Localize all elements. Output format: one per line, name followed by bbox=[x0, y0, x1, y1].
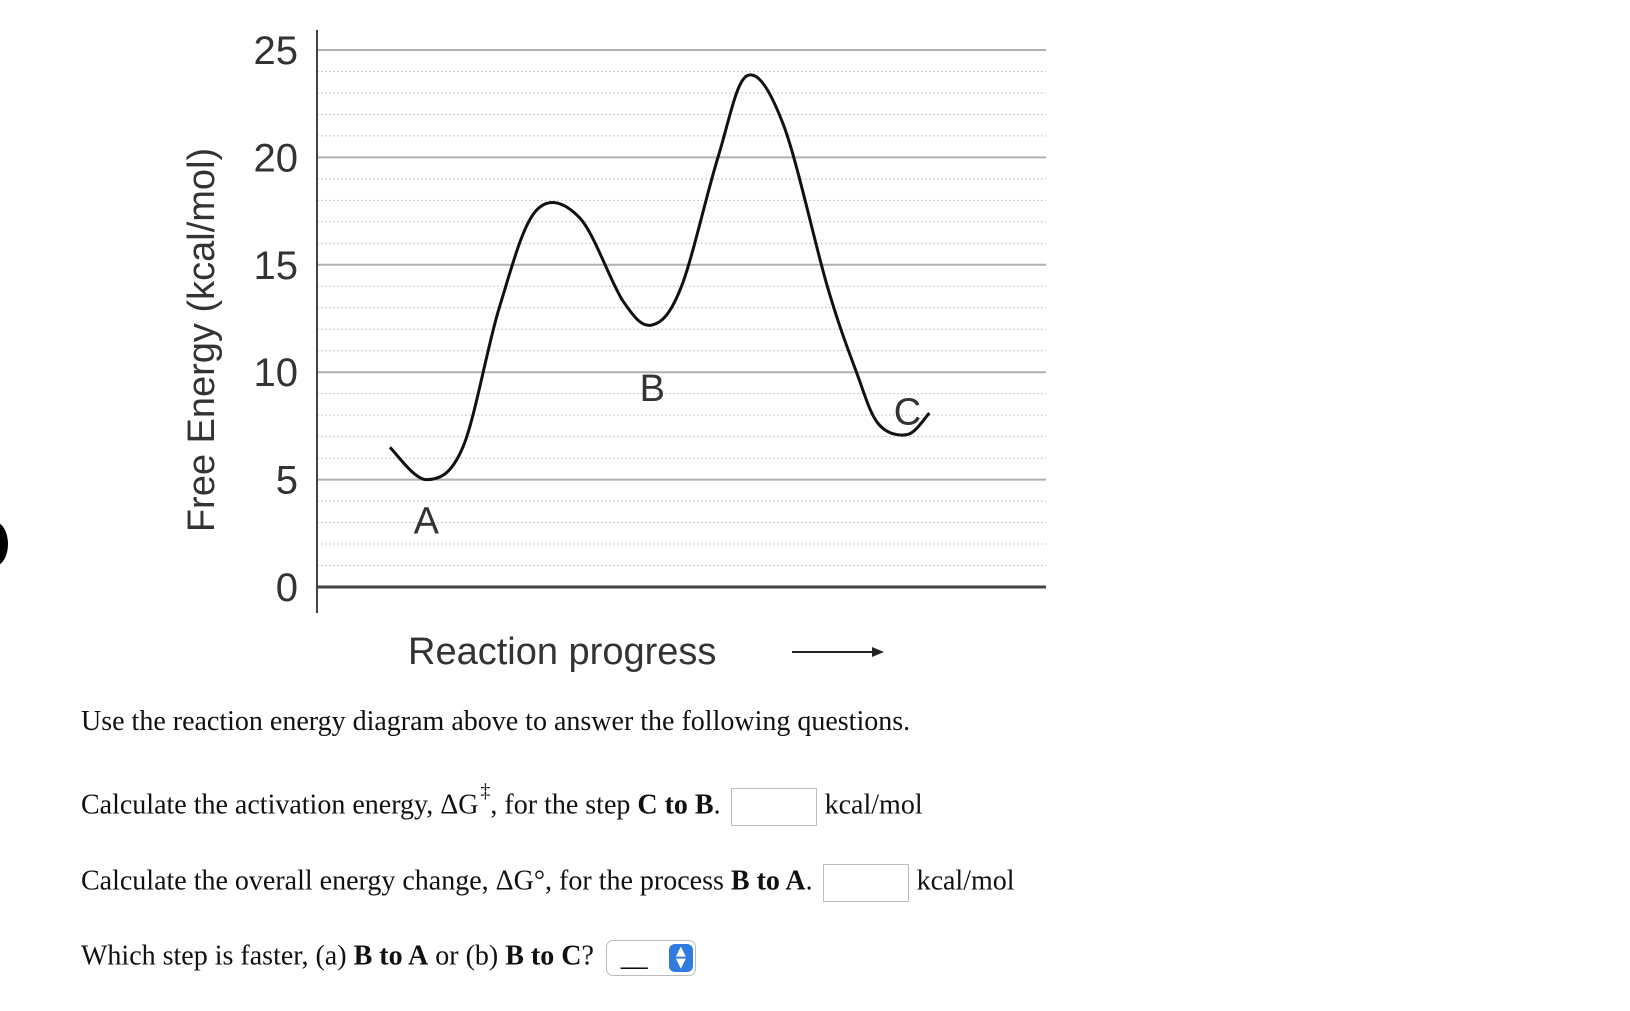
energy-diagram: 0 5 10 15 20 25 Free Energy (kcal/mol) Reacti… bbox=[181, 29, 1046, 673]
minor-gridlines bbox=[317, 70, 1046, 567]
double-dagger-symbol: ‡ bbox=[480, 780, 491, 802]
q2-unit: kcal/mol bbox=[916, 865, 1015, 897]
x-axis-arrow-head bbox=[872, 647, 884, 657]
q1-unit: kcal/mol bbox=[824, 789, 923, 821]
point-label-a: A bbox=[414, 501, 440, 543]
y-tick-label: 25 bbox=[254, 29, 299, 73]
q1-text: Calculate the activation energy, ΔG bbox=[81, 789, 479, 821]
q1-text-mid: , for the step bbox=[490, 789, 638, 821]
activation-energy-input[interactable] bbox=[730, 787, 817, 826]
y-tick-label: 15 bbox=[254, 244, 299, 288]
y-tick-label: 5 bbox=[276, 459, 298, 503]
faster-step-select[interactable]: __ ▲ ▼ bbox=[605, 940, 696, 976]
question-2: Calculate the overall energy change, ΔG°… bbox=[81, 864, 1015, 902]
y-tick-label: 20 bbox=[254, 136, 299, 180]
x-axis-title: Reaction progress bbox=[408, 631, 716, 673]
point-labels: A B C bbox=[414, 368, 922, 543]
energy-change-input[interactable] bbox=[822, 864, 909, 902]
q2-text: Calculate the overall energy change, ΔG°… bbox=[81, 865, 731, 897]
intro-text: Use the reaction energy diagram above to… bbox=[81, 706, 911, 737]
point-label-c: C bbox=[894, 391, 921, 433]
major-gridlines bbox=[317, 49, 1046, 481]
question-3: Which step is faster, (a) B to A or (b) … bbox=[81, 940, 696, 976]
y-tick-label: 0 bbox=[276, 566, 298, 610]
q3-text-mid: or (b) bbox=[428, 940, 506, 972]
q3-option-a: B to A bbox=[353, 940, 429, 972]
energy-curve bbox=[388, 73, 931, 482]
q1-period: . bbox=[713, 789, 721, 821]
select-value: __ bbox=[620, 943, 648, 970]
question-1: Calculate the activation energy, ΔG ‡, fo… bbox=[81, 780, 923, 826]
y-axis-title: Free Energy (kcal/mol) bbox=[181, 148, 223, 532]
y-tick-label: 10 bbox=[254, 351, 299, 395]
chevron-up-down-icon: ▲ ▼ bbox=[668, 944, 693, 972]
y-tick-labels: 0 5 10 15 20 25 bbox=[254, 29, 299, 610]
q2-period: . bbox=[805, 865, 813, 897]
q3-option-b: B to C bbox=[505, 940, 582, 972]
partial-circle-marker bbox=[0, 522, 8, 566]
q1-step: C to B bbox=[637, 789, 714, 821]
q3-question-mark: ? bbox=[581, 940, 594, 972]
point-label-b: B bbox=[640, 368, 665, 410]
q2-process: B to A bbox=[730, 865, 806, 897]
q3-text: Which step is faster, (a) bbox=[81, 940, 354, 972]
